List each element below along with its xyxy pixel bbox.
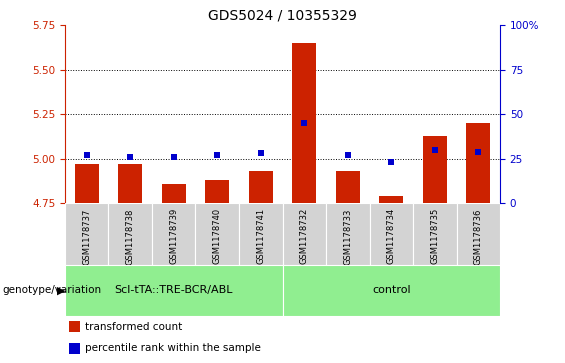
Bar	[65, 265, 282, 316]
Text: GSM1178736: GSM1178736	[474, 208, 483, 265]
Point	[82, 152, 92, 158]
Text: GSM1178737: GSM1178737	[82, 208, 91, 265]
Bar	[69, 343, 80, 354]
Text: GSM1178734: GSM1178734	[387, 208, 396, 265]
Bar	[282, 265, 500, 316]
Point	[386, 159, 396, 165]
Bar	[75, 164, 99, 203]
Point	[430, 147, 439, 153]
Bar	[108, 203, 152, 265]
Bar	[118, 164, 142, 203]
Point	[169, 154, 178, 160]
Bar	[466, 123, 490, 203]
Bar	[336, 171, 360, 203]
Bar	[413, 203, 457, 265]
Bar	[423, 136, 447, 203]
Text: GSM1178735: GSM1178735	[431, 208, 439, 265]
Bar	[69, 321, 80, 332]
Text: GSM1178738: GSM1178738	[126, 208, 134, 265]
Text: GSM1178733: GSM1178733	[344, 208, 352, 265]
Bar	[195, 203, 239, 265]
Point	[299, 120, 308, 126]
Bar	[249, 171, 273, 203]
Bar	[457, 203, 500, 265]
Title: GDS5024 / 10355329: GDS5024 / 10355329	[208, 9, 357, 23]
Text: GSM1178732: GSM1178732	[300, 208, 308, 265]
Bar	[292, 43, 316, 203]
Point	[212, 152, 221, 158]
Bar	[379, 196, 403, 203]
Text: GSM1178739: GSM1178739	[170, 208, 178, 265]
Text: control: control	[372, 285, 411, 295]
Bar	[326, 203, 370, 265]
Text: GSM1178740: GSM1178740	[213, 208, 221, 264]
Bar	[162, 184, 186, 203]
Point	[256, 151, 265, 156]
Point	[125, 154, 134, 160]
Bar	[152, 203, 195, 265]
Text: genotype/variation: genotype/variation	[3, 285, 102, 295]
Bar	[65, 203, 108, 265]
Point	[343, 152, 352, 158]
Point	[473, 149, 483, 155]
Text: GSM1178741: GSM1178741	[257, 208, 265, 264]
Text: Scl-tTA::TRE-BCR/ABL: Scl-tTA::TRE-BCR/ABL	[115, 285, 233, 295]
Text: transformed count: transformed count	[85, 322, 182, 332]
Text: ▶: ▶	[56, 285, 65, 295]
Bar	[370, 203, 413, 265]
Text: percentile rank within the sample: percentile rank within the sample	[85, 343, 260, 354]
Bar	[239, 203, 282, 265]
Bar	[205, 180, 229, 203]
Bar	[282, 203, 326, 265]
